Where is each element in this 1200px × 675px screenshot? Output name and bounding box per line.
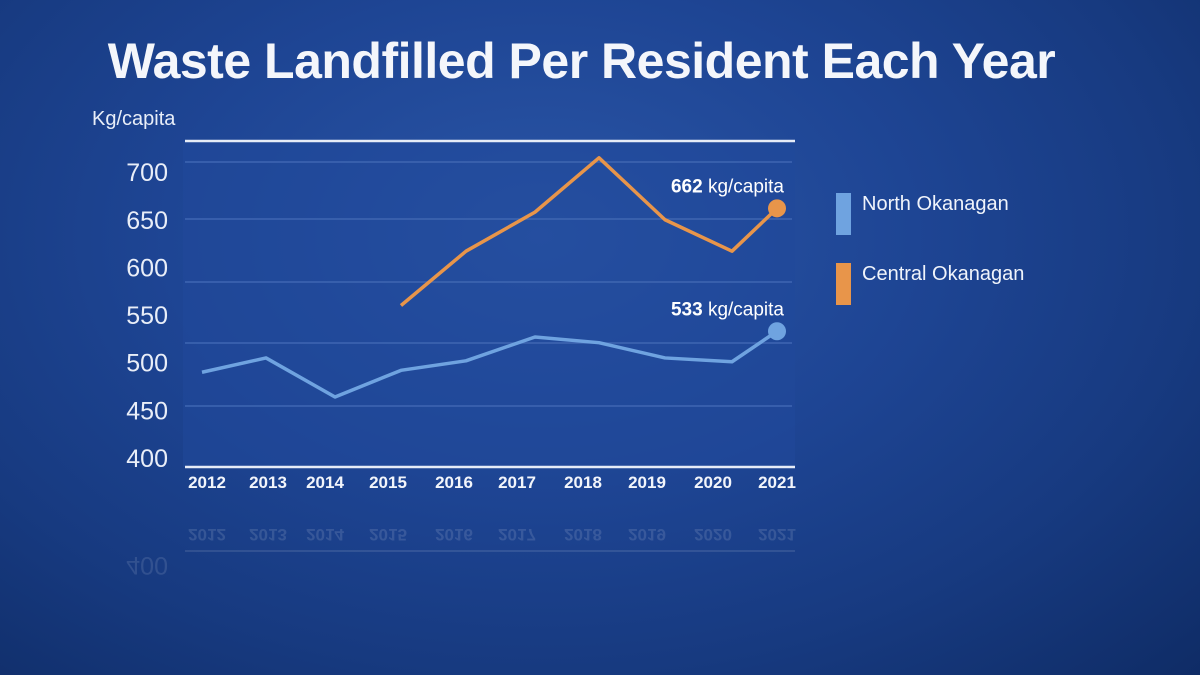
x-tick-reflection: 2020 — [694, 525, 732, 544]
x-tick-label: 2017 — [498, 473, 536, 492]
y-tick-label: 650 — [126, 207, 168, 235]
end-value-label: 662 kg/capita — [671, 176, 784, 197]
x-tick-reflection: 2016 — [435, 525, 473, 544]
end-point-marker — [768, 322, 786, 341]
end-value: 533 — [671, 299, 708, 320]
x-tick-label: 2015 — [369, 473, 407, 492]
plot-area — [183, 141, 795, 467]
x-tick-label: 2020 — [694, 473, 732, 492]
y-axis-label: Kg/capita — [92, 108, 176, 130]
y-tick-label: 500 — [126, 350, 168, 378]
x-tick-label: 2019 — [628, 473, 666, 492]
chart-title: Waste Landfilled Per Resident Each Year — [107, 33, 1056, 89]
x-tick-reflection: 2018 — [564, 525, 602, 544]
y-tick-label: 700 — [126, 159, 168, 187]
end-unit: kg/capita — [708, 176, 784, 197]
x-tick-label: 2021 — [758, 473, 796, 492]
legend-swatch-north — [836, 193, 851, 235]
x-tick-label: 2013 — [249, 473, 287, 492]
y-tick-label: 600 — [126, 254, 168, 282]
series-line-north — [201, 329, 778, 399]
x-tick-label: 2012 — [188, 473, 226, 492]
x-tick-reflection: 2015 — [369, 525, 407, 544]
y-tick-label: 550 — [126, 302, 168, 330]
x-tick-reflection: 2021 — [758, 525, 796, 544]
end-value: 662 — [671, 176, 708, 197]
y-tick-label: 450 — [126, 397, 168, 425]
x-tick-reflection: 2019 — [628, 525, 666, 544]
x-tick-reflection: 2014 — [306, 525, 344, 544]
x-tick-reflection: 2013 — [249, 525, 287, 544]
end-value-label: 533 kg/capita — [671, 299, 784, 320]
end-unit: kg/capita — [708, 299, 784, 320]
x-tick-reflection: 2017 — [498, 525, 536, 544]
x-tick-label: 2016 — [435, 473, 473, 492]
end-point-marker — [768, 199, 786, 218]
legend-label-central: Central Okanagan — [862, 263, 1025, 285]
x-tick-label: 2018 — [564, 473, 602, 492]
y-tick-reflection: 400 — [126, 551, 168, 579]
x-tick-reflection: 2012 — [188, 525, 226, 544]
x-tick-label: 2014 — [306, 473, 344, 492]
legend-swatch-central — [836, 263, 851, 305]
y-tick-label: 400 — [126, 445, 168, 473]
legend-label-north: North Okanagan — [862, 193, 1009, 215]
